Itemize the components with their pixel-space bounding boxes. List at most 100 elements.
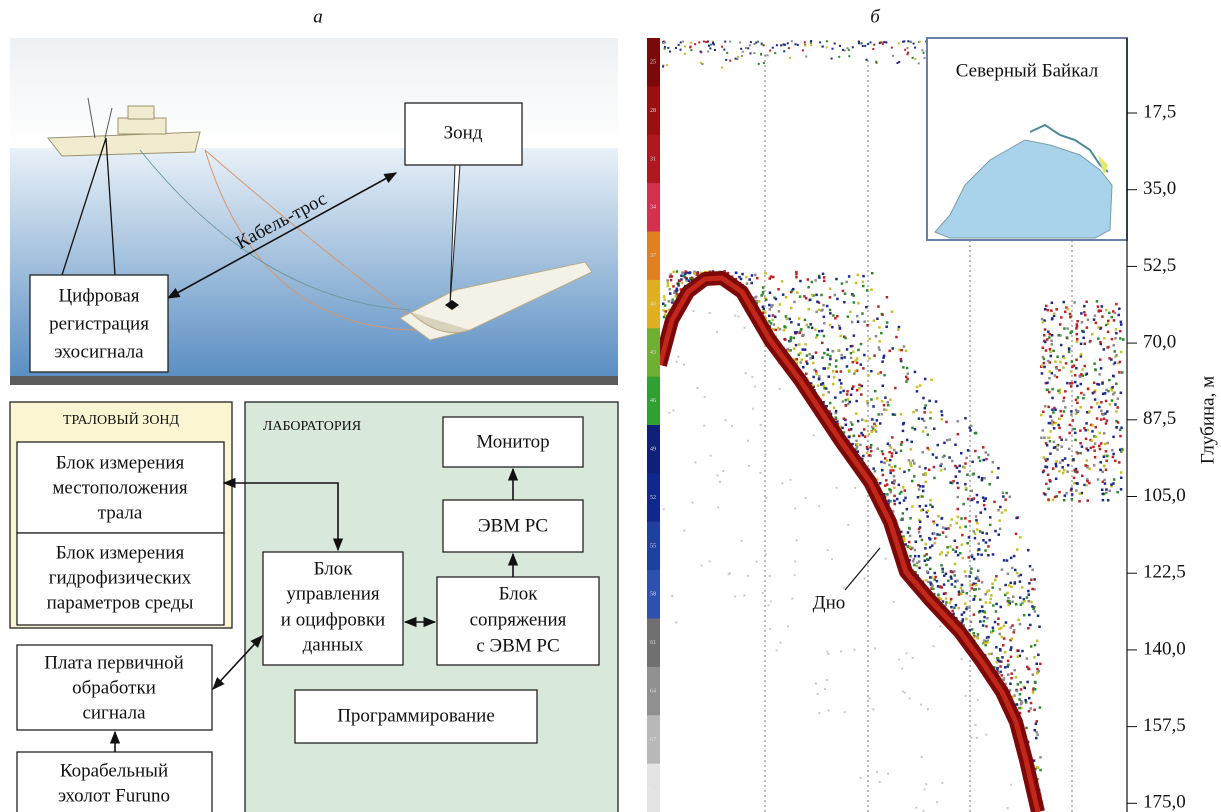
echo-dot — [1073, 468, 1076, 472]
echo-dot — [1033, 606, 1036, 609]
echo-dot — [1078, 500, 1081, 503]
echo-dot — [1076, 482, 1079, 485]
time-marks — [764, 60, 1073, 812]
echo-dot — [950, 583, 954, 586]
noise-dot — [752, 407, 755, 410]
echo-dot — [679, 288, 683, 291]
echo-dot — [911, 479, 914, 483]
echo-dot — [1073, 470, 1077, 473]
noise-dot — [863, 577, 866, 580]
surface-dot — [682, 40, 685, 43]
echo-dot — [1070, 498, 1074, 501]
echo-dot — [1043, 308, 1047, 311]
echo-dot — [828, 363, 831, 366]
echo-dot — [981, 624, 985, 627]
surface-dot — [744, 47, 747, 49]
echo-dot — [798, 343, 801, 346]
echo-dot — [1042, 410, 1045, 413]
surface-dot — [865, 58, 868, 61]
echo-dot — [1118, 461, 1121, 464]
inset-map: Северный Байкал — [926, 37, 1128, 241]
echo-dot — [893, 486, 896, 489]
echo-dot — [1105, 419, 1109, 422]
echo-dot — [831, 325, 834, 329]
echo-dot — [1076, 337, 1079, 341]
echo-dot — [936, 533, 939, 536]
echo-dot — [792, 336, 795, 340]
noise-dot — [925, 783, 928, 786]
surface-dot — [734, 57, 737, 60]
echo-dot — [854, 412, 858, 415]
echo-dot — [1041, 355, 1045, 359]
echo-dot — [872, 319, 876, 322]
echo-dot — [1044, 381, 1048, 385]
echo-dot — [834, 417, 838, 421]
echo-dot — [832, 406, 836, 409]
echo-dot — [967, 497, 970, 501]
scale-cell — [647, 521, 660, 571]
echo-dot — [854, 369, 857, 373]
echo-dot — [1106, 330, 1110, 334]
echo-dot — [1116, 397, 1120, 400]
echo-dot — [995, 575, 998, 578]
echo-dot — [953, 606, 956, 609]
echo-dot — [1119, 391, 1123, 394]
echo-dot — [803, 318, 807, 322]
noise-dot — [728, 572, 731, 575]
echo-dot — [937, 593, 940, 596]
echo-dot — [1062, 396, 1066, 400]
echo-dot — [856, 419, 860, 423]
echo-dot — [947, 527, 950, 530]
echo-dot — [1050, 339, 1053, 342]
surface-dot — [705, 41, 708, 43]
echo-dot — [884, 484, 887, 487]
echo-dot — [1098, 309, 1101, 312]
echo-dot — [1050, 419, 1054, 422]
echo-dot — [851, 442, 854, 446]
noise-dot — [765, 496, 768, 499]
echo-dot — [1114, 337, 1117, 340]
echo-dot — [984, 549, 987, 552]
echo-dot — [911, 560, 915, 563]
echo-dot — [847, 428, 851, 432]
echo-dot — [888, 451, 891, 454]
echo-dot — [739, 277, 743, 281]
echo-dot — [903, 470, 906, 474]
echo-dot — [893, 413, 897, 416]
echo-dot — [821, 341, 824, 345]
surface-dot — [857, 42, 860, 45]
echo-dot — [1015, 516, 1018, 520]
echo-dot — [918, 518, 921, 522]
echo-dot — [1013, 668, 1016, 672]
echo-dot — [1102, 492, 1106, 496]
echo-dot — [877, 413, 880, 416]
echo-dot — [985, 457, 988, 461]
echo-dot — [1086, 411, 1089, 414]
panel-title: ТРАЛОВЫЙ ЗОНД — [63, 411, 180, 428]
echo-dot — [979, 511, 982, 514]
echo-dot — [1047, 405, 1050, 409]
noise-dot — [751, 376, 754, 379]
echo-dot — [1040, 413, 1043, 417]
echo-dot — [987, 635, 990, 639]
echo-dot — [958, 464, 961, 468]
echo-dot — [1025, 657, 1029, 660]
echo-dot — [1039, 756, 1042, 759]
echo-dot — [1040, 436, 1043, 440]
ship — [47, 97, 201, 157]
echo-dot — [981, 610, 985, 613]
surface-dot — [666, 64, 669, 67]
echo-dot — [1068, 447, 1071, 451]
echo-dot — [893, 448, 896, 452]
noise-dot — [709, 454, 712, 457]
echo-dot — [773, 296, 776, 299]
surface-dot — [923, 57, 926, 59]
echo-dot — [1049, 421, 1052, 425]
echo-dot — [845, 348, 849, 351]
noise-dot — [787, 625, 789, 628]
echo-dot — [862, 428, 866, 431]
arrow — [222, 477, 344, 552]
echo-dot — [1010, 585, 1013, 589]
echo-dot — [836, 315, 839, 318]
echo-dot — [1045, 444, 1049, 447]
